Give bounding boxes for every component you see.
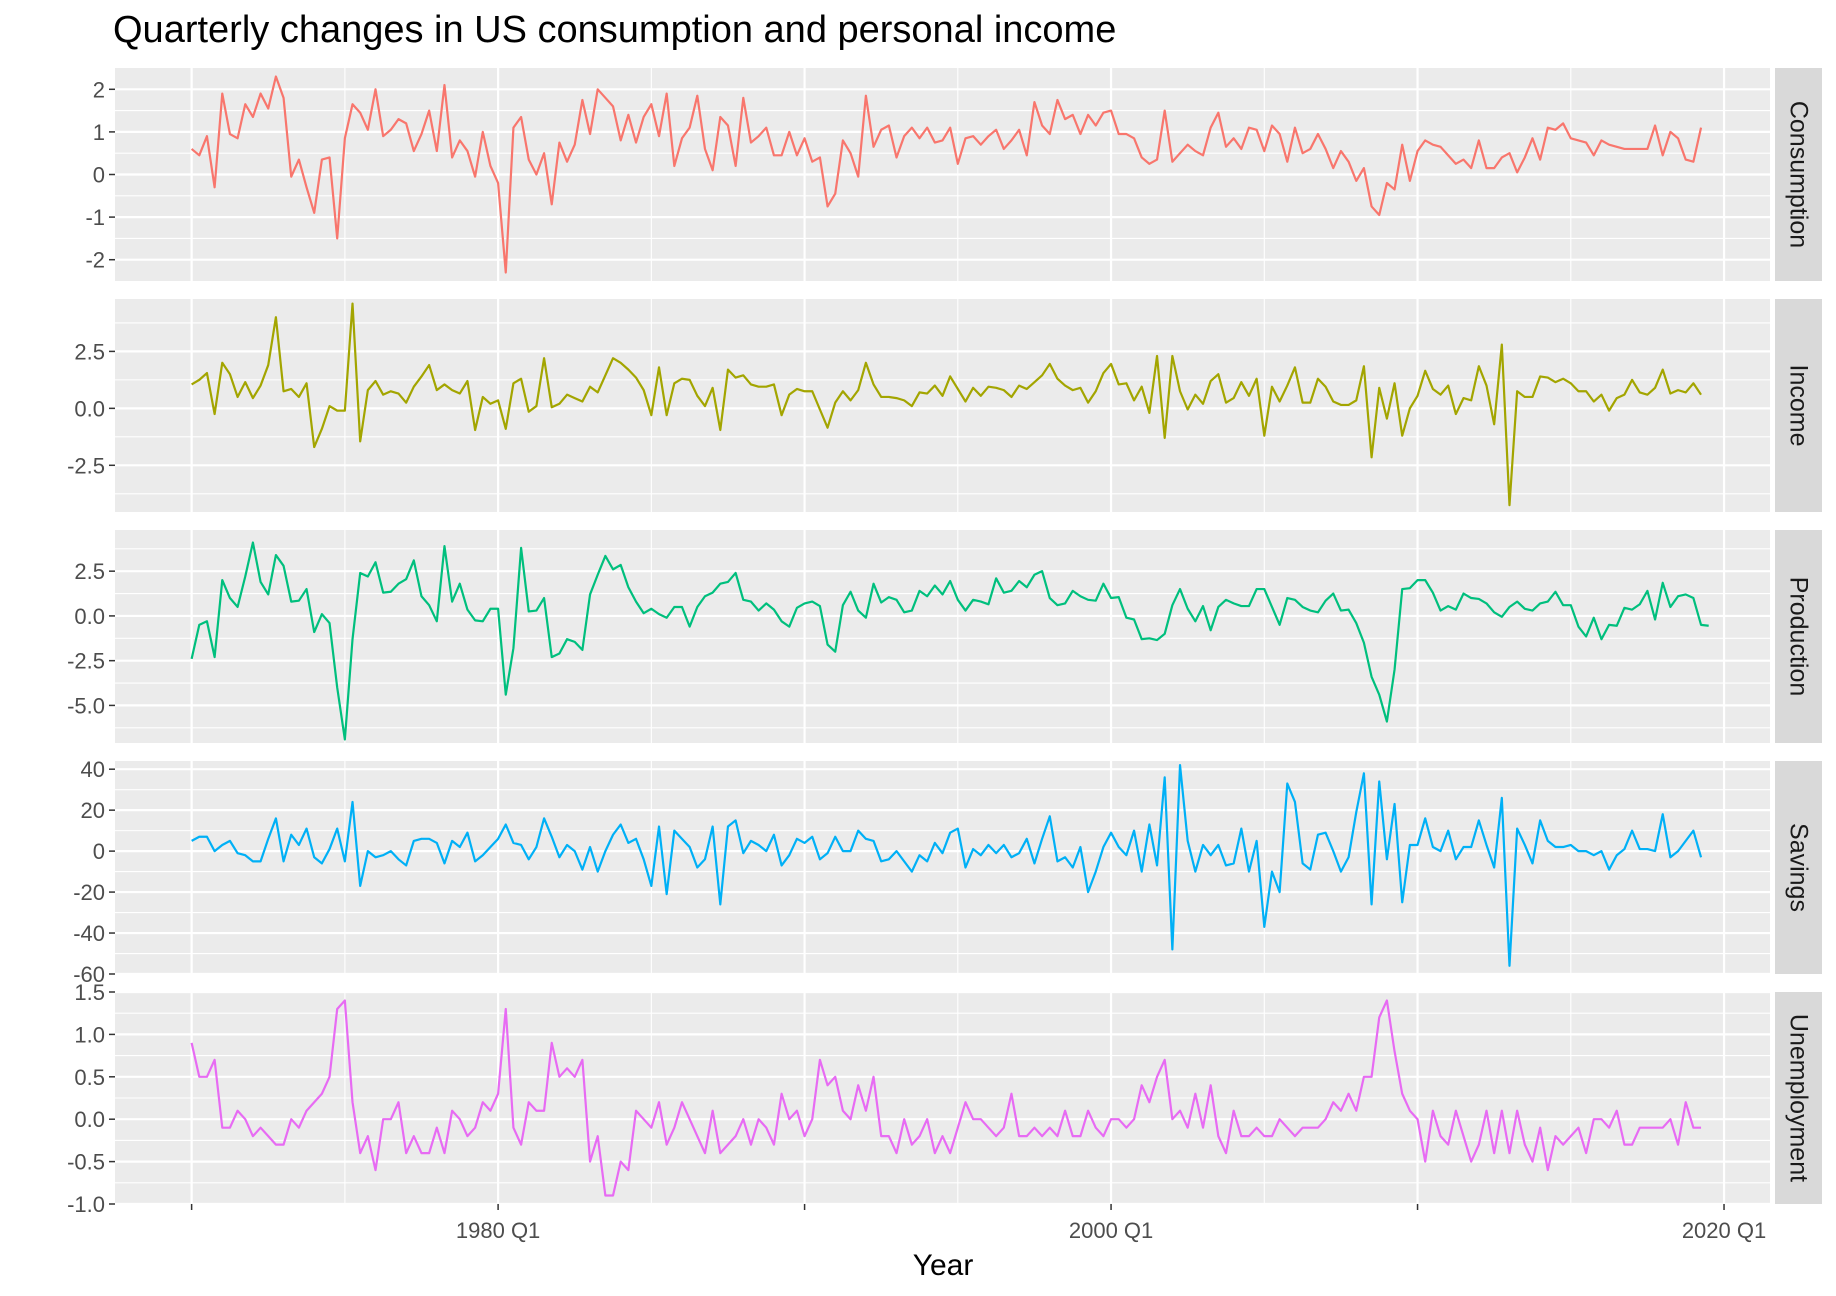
x-axis: 1980 Q1 2000 Q1 2020 Q1 xyxy=(190,1204,1766,1243)
series-line-savings xyxy=(191,763,1703,967)
y-tick-label: -1.0 xyxy=(67,1192,105,1217)
facet-strip-label: Savings xyxy=(1785,823,1813,912)
facet-strip-label: Income xyxy=(1785,365,1813,447)
y-tick-label: 40 xyxy=(81,757,105,782)
facet-strip xyxy=(1775,299,1822,512)
y-tick-label: -5.0 xyxy=(67,693,105,718)
panel-production: 2.5 0.0 -2.5 -5.0 Production xyxy=(67,530,1822,743)
y-tick-label: 0 xyxy=(93,839,105,864)
series-line-production xyxy=(190,541,1709,741)
x-axis-title: Year xyxy=(913,1249,974,1282)
series-line-unemployment xyxy=(190,999,1702,1197)
facet-strip-label: Consumption xyxy=(1785,101,1813,248)
y-tick-label: 0.0 xyxy=(74,1107,105,1132)
panel-income: 2.5 0.0 -2.5 Income xyxy=(67,299,1822,512)
facet-strip xyxy=(1775,992,1822,1204)
y-tick-label: 0.5 xyxy=(74,1065,105,1090)
y-tick-label: 0.0 xyxy=(74,604,105,629)
y-tick-label: -2.5 xyxy=(67,453,105,478)
facet-strip xyxy=(1775,68,1822,281)
facet-strip-label: Production xyxy=(1785,577,1813,697)
y-tick-label: 0 xyxy=(93,163,105,188)
x-tick-label: 1980 Q1 xyxy=(456,1218,540,1243)
panel-background xyxy=(115,530,1770,743)
panel-savings: 40 20 0 -20 -40 -60 Savings xyxy=(73,757,1822,987)
y-tick-label: 2.5 xyxy=(74,559,105,584)
y-tick-label: -2.5 xyxy=(67,649,105,674)
x-tick-label: 2020 Q1 xyxy=(1682,1218,1766,1243)
y-tick-label: -0.5 xyxy=(67,1150,105,1175)
y-tick-label: 1 xyxy=(93,120,105,145)
y-tick-label: -60 xyxy=(73,962,105,987)
y-tick-label: -20 xyxy=(73,880,105,905)
panel-unemployment: 1.5 1.0 0.5 0.0 -0.5 -1.0 Unemployment xyxy=(67,980,1822,1217)
y-tick-label: -40 xyxy=(73,921,105,946)
facet-strip-label: Unemployment xyxy=(1785,1014,1813,1182)
y-tick-label: 0.0 xyxy=(74,396,105,421)
y-tick-label: -2 xyxy=(85,248,105,273)
y-tick-label: -1 xyxy=(85,205,105,230)
y-tick-label: 2 xyxy=(93,77,105,102)
chart-title: Quarterly changes in US consumption and … xyxy=(113,9,1116,51)
x-tick-label: 2000 Q1 xyxy=(1069,1218,1153,1243)
facet-strip xyxy=(1775,530,1822,743)
panel-consumption: 2 1 0 -1 -2 Consumption xyxy=(85,68,1822,281)
panels-group: 2 1 0 -1 -2 Consumption 2.5 0.0 -2.5 Income 2.5 0.0… xyxy=(67,68,1822,1217)
series-line-income xyxy=(191,302,1702,507)
panel-background xyxy=(115,299,1770,512)
y-tick-label: 20 xyxy=(81,798,105,823)
facet-strip xyxy=(1775,761,1822,974)
y-tick-label: 1.5 xyxy=(74,980,105,1005)
y-tick-label: 1.0 xyxy=(74,1022,105,1047)
y-tick-label: 2.5 xyxy=(74,339,105,364)
series-line-consumption xyxy=(190,75,1703,274)
